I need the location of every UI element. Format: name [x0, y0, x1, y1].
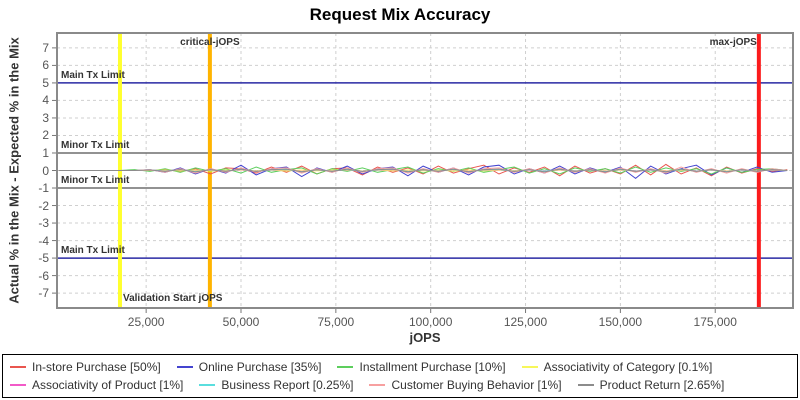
legend-label: Associativity of Product [1%]: [32, 378, 184, 392]
legend-swatch: [521, 366, 538, 368]
legend-swatch: [10, 366, 26, 368]
chart-title: Request Mix Accuracy: [309, 5, 491, 24]
legend-label: In-store Purchase [50%]: [32, 360, 161, 374]
limit-line-label: Minor Tx Limit: [61, 139, 130, 151]
legend-label: Product Return [2.65%]: [599, 378, 725, 392]
legend-label: Customer Buying Behavior [1%]: [391, 378, 562, 392]
y-tick-label: 5: [42, 75, 49, 90]
legend-item: Installment Purchase [10%]: [337, 358, 506, 376]
y-tick-label: -7: [38, 286, 49, 301]
legend-item: Online Purchase [35%]: [176, 358, 322, 376]
y-tick-label: -4: [38, 233, 49, 248]
marker-line-label: Validation Start jOPS: [122, 293, 223, 304]
y-tick-label: 7: [42, 40, 49, 55]
y-tick-label: 4: [42, 93, 49, 108]
limit-line-label: Main Tx Limit: [61, 69, 125, 81]
legend-item: Product Return [2.65%]: [577, 376, 725, 394]
legend-swatch: [10, 384, 26, 386]
series-line: [58, 166, 788, 174]
legend-swatch: [337, 366, 354, 368]
x-tick-label: 25,000: [127, 315, 165, 329]
legend-item: Associativity of Product [1%]: [10, 376, 183, 394]
legend-swatch: [176, 366, 193, 368]
y-tick-label: 6: [42, 58, 49, 73]
y-tick-label: -3: [38, 216, 49, 231]
legend-item: In-store Purchase [50%]: [10, 358, 161, 376]
x-tick-label: 150,000: [598, 315, 643, 329]
y-tick-label: 2: [42, 128, 49, 143]
limit-line-label: Minor Tx Limit: [61, 175, 130, 187]
series-line: [58, 168, 788, 173]
legend-swatch: [577, 384, 594, 386]
legend-item: Business Report [0.25%]: [199, 376, 353, 394]
legend-label: Online Purchase [35%]: [198, 360, 322, 374]
y-tick-label: -5: [38, 251, 49, 266]
plot-border: [56, 32, 794, 309]
x-tick-label: 100,000: [408, 315, 453, 329]
x-tick-label: 175,000: [693, 315, 737, 329]
y-tick-label: -2: [38, 198, 49, 213]
legend-swatch: [199, 384, 216, 386]
y-tick-label: 3: [42, 110, 49, 125]
legend-item: Associativity of Category [0.1%]: [521, 358, 713, 376]
x-tick-label: 50,000: [222, 315, 260, 329]
series-line: [58, 164, 788, 180]
x-axis-label: jOPS: [409, 330, 441, 345]
x-tick-label: 75,000: [317, 315, 355, 329]
chart-legend: In-store Purchase [50%] Online Purchase […: [2, 354, 798, 398]
x-tick-label: 125,000: [503, 315, 548, 329]
marker-line-label: max-jOPS: [709, 37, 757, 48]
legend-label: Associativity of Category [0.1%]: [543, 360, 713, 374]
marker-line-label: critical-jOPS: [180, 37, 240, 48]
legend-label: Installment Purchase [10%]: [359, 360, 506, 374]
limit-line-label: Main Tx Limit: [61, 245, 125, 257]
series-line: [58, 166, 788, 175]
legend-swatch: [369, 384, 386, 386]
legend-item: Customer Buying Behavior [1%]: [369, 376, 562, 394]
y-tick-label: 1: [42, 145, 49, 160]
y-tick-label: -1: [38, 181, 49, 196]
y-tick-label: 0: [42, 163, 49, 178]
y-tick-label: -6: [38, 268, 49, 283]
legend-label: Business Report [0.25%]: [221, 378, 354, 392]
